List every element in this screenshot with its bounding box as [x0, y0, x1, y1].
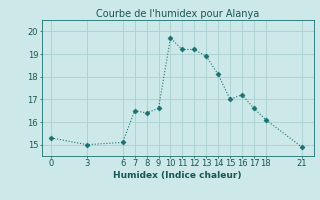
- Title: Courbe de l'humidex pour Alanya: Courbe de l'humidex pour Alanya: [96, 9, 259, 19]
- X-axis label: Humidex (Indice chaleur): Humidex (Indice chaleur): [113, 171, 242, 180]
